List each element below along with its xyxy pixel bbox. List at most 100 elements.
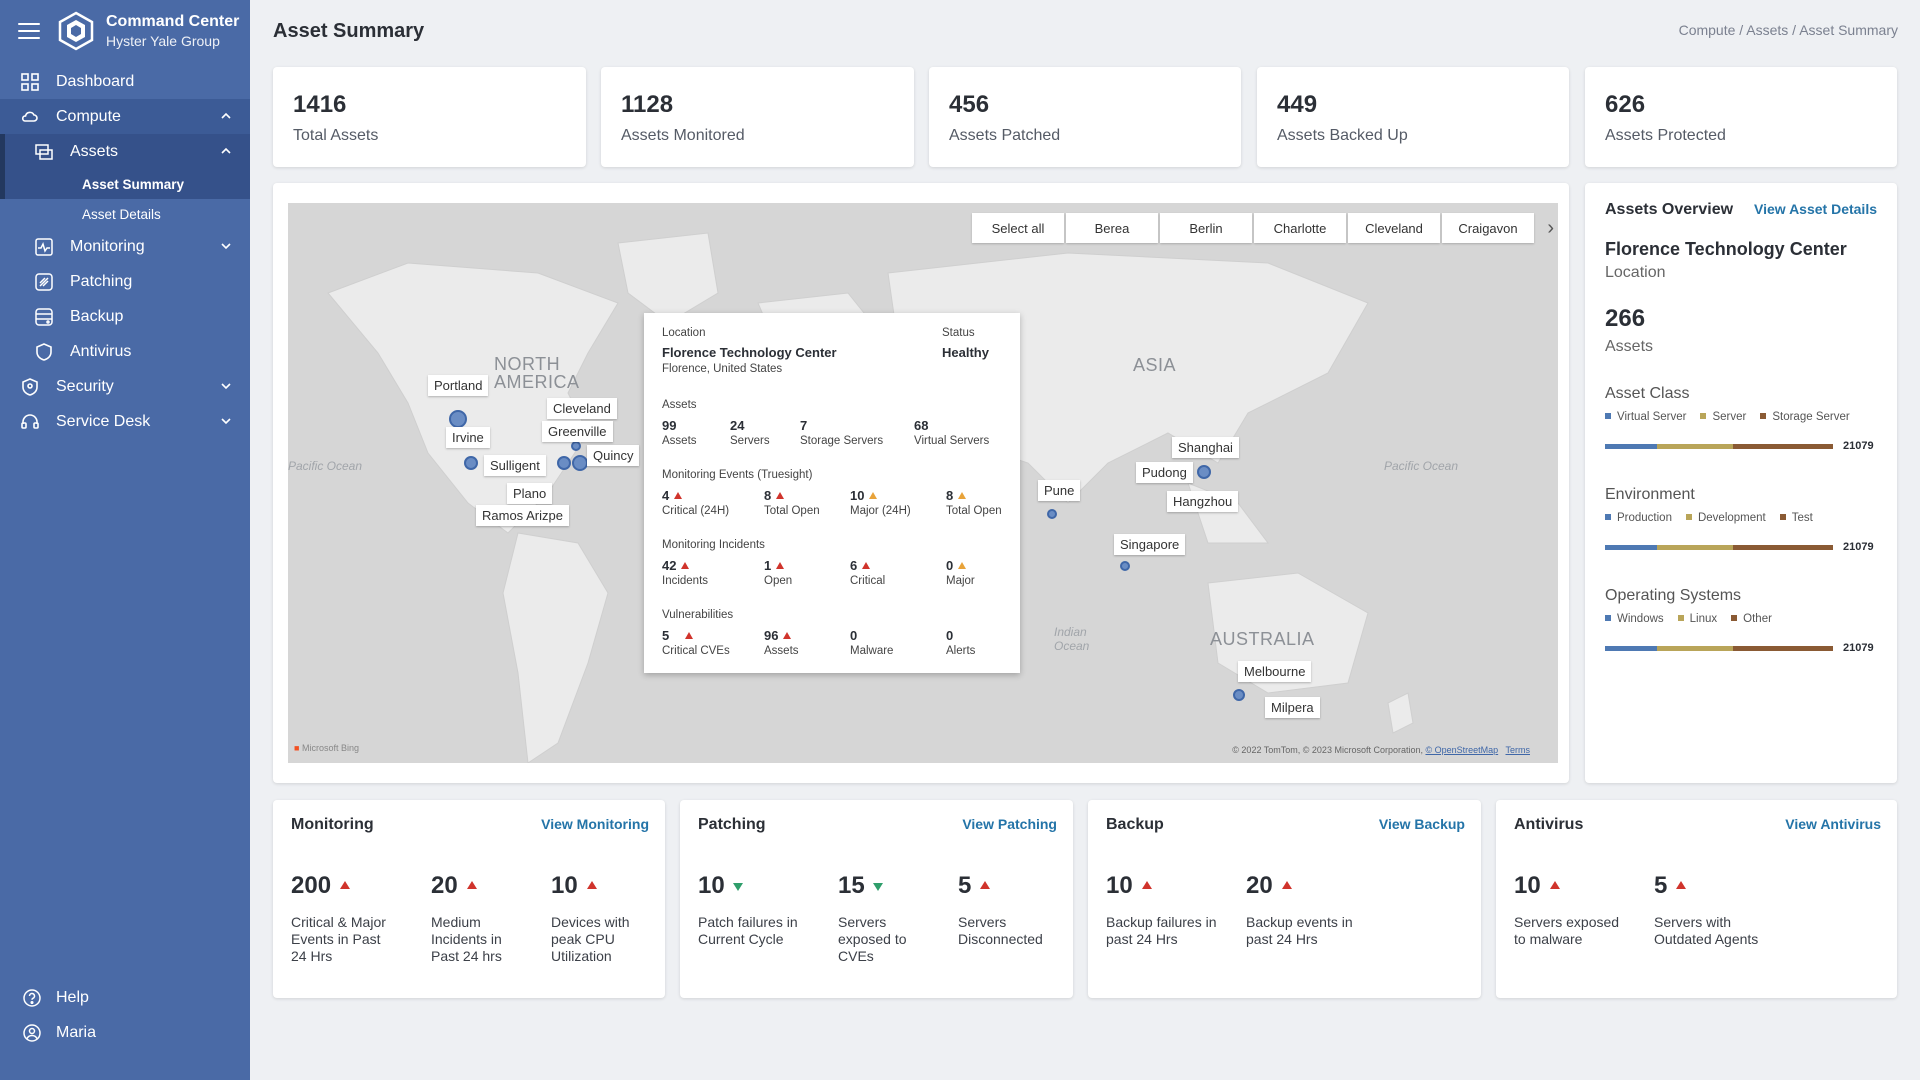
legend-item: Server	[1712, 411, 1747, 423]
asset-class-total: 21079	[1843, 440, 1874, 452]
pin-label-pudong[interactable]: Pudong	[1136, 462, 1193, 483]
map-pin[interactable]	[1233, 689, 1245, 701]
nav-service-desk-label: Service Desk	[56, 412, 151, 430]
world-map[interactable]: NORTH AMERICA ASIA AUSTRALIA Pacific Oce…	[288, 203, 1558, 763]
metric-value: 20	[431, 872, 458, 899]
map-pin[interactable]	[1197, 465, 1211, 479]
nav-user[interactable]: Maria	[0, 1015, 250, 1050]
popup-value: 96	[764, 628, 779, 643]
osm-link[interactable]: © OpenStreetMap	[1425, 745, 1499, 755]
view-asset-details-link[interactable]: View Asset Details	[1754, 201, 1877, 217]
chevron-up-icon	[221, 147, 231, 154]
stat-label: Total Assets	[293, 127, 379, 144]
stat-card-assets-monitored: 1128 Assets Monitored	[601, 67, 914, 167]
metric-desc: Servers Disconnected	[958, 914, 1043, 947]
map-pin[interactable]	[449, 410, 467, 428]
popup-caption: Assets	[662, 435, 697, 447]
pin-label-plano[interactable]: Plano	[507, 483, 553, 504]
metric-desc: Medium Incidents in Past 24 hrs	[431, 914, 502, 964]
pin-label-cleveland[interactable]: Cleveland	[547, 398, 617, 419]
nav-asset-summary[interactable]: Asset Summary	[0, 169, 250, 199]
chevron-down-icon	[221, 243, 231, 250]
chevron-right-icon[interactable]: ›	[1547, 217, 1554, 239]
map-pin[interactable]	[571, 441, 581, 451]
backup-panel: Backup View Backup 10 Backup failures in …	[1088, 800, 1481, 998]
filter-charlotte[interactable]: Charlotte	[1254, 213, 1346, 243]
pin-label-melbourne[interactable]: Melbourne	[1238, 661, 1312, 682]
popup-vuln-label: Vulnerabilities	[662, 609, 734, 621]
nav-service-desk[interactable]: Service Desk	[0, 404, 250, 439]
pin-label-pune[interactable]: Pune	[1038, 480, 1081, 501]
nav-asset-details[interactable]: Asset Details	[0, 199, 250, 229]
nav-assets[interactable]: Assets	[0, 134, 250, 169]
location-filter-bar: Select all Berea Berlin Charlotte Clevel…	[970, 213, 1534, 243]
pin-label-irvine[interactable]: Irvine	[446, 427, 490, 448]
filter-berea[interactable]: Berea	[1066, 213, 1158, 243]
pin-label-ramos-arizpe[interactable]: Ramos Arizpe	[476, 505, 569, 526]
filter-craigavon[interactable]: Craigavon	[1442, 213, 1534, 243]
trend-up-icon	[776, 492, 785, 499]
overview-count: 266	[1605, 305, 1646, 332]
panel-title: Backup	[1106, 816, 1164, 833]
filter-cleveland[interactable]: Cleveland	[1348, 213, 1440, 243]
pin-label-quincy[interactable]: Quincy	[587, 445, 640, 466]
servers-icon	[34, 142, 54, 162]
nav-security-label: Security	[56, 377, 114, 395]
nav-help[interactable]: Help	[0, 980, 250, 1015]
pin-label-greenville[interactable]: Greenville	[542, 421, 613, 442]
filter-berlin[interactable]: Berlin	[1160, 213, 1252, 243]
popup-value: 8	[946, 488, 954, 503]
nav-patching[interactable]: Patching	[0, 264, 250, 299]
popup-caption: Servers	[730, 435, 770, 447]
popup-value: 8	[764, 488, 772, 503]
asset-class-title: Asset Class	[1605, 385, 1690, 402]
map-pin[interactable]	[1047, 509, 1057, 519]
hamburger-menu-icon[interactable]	[18, 23, 40, 39]
map-credit-text: © 2022 TomTom, © 2023 Microsoft Corporat…	[1232, 745, 1426, 755]
app-title: Command Center	[106, 13, 240, 30]
popup-caption: Incidents	[662, 575, 709, 587]
popup-caption: Critical	[850, 575, 886, 587]
map-pin[interactable]	[1120, 561, 1130, 571]
popup-caption: Major (24H)	[850, 505, 911, 517]
nav-dashboard[interactable]: Dashboard	[0, 64, 250, 99]
bing-text: Microsoft Bing	[301, 743, 359, 753]
trend-up-icon	[681, 562, 690, 569]
legend-item: Test	[1791, 512, 1813, 524]
legend-item: Storage Server	[1772, 411, 1850, 423]
nav-compute[interactable]: Compute	[0, 99, 250, 134]
pin-label-milpera[interactable]: Milpera	[1265, 697, 1320, 718]
brand: Command Center Hyster Yale Group	[0, 0, 250, 62]
view-backup-link[interactable]: View Backup	[1378, 816, 1465, 832]
nav-help-label: Help	[56, 988, 89, 1006]
pin-label-hangzhou[interactable]: Hangzhou	[1167, 491, 1239, 512]
pin-label-sulligent[interactable]: Sulligent	[484, 455, 546, 476]
trend-up-icon	[980, 881, 991, 889]
map-pin[interactable]	[557, 456, 571, 470]
sidebar: Command Center Hyster Yale Group Dashboa…	[0, 0, 250, 1080]
nav-backup[interactable]: Backup	[0, 299, 250, 334]
nav-monitoring[interactable]: Monitoring	[0, 229, 250, 264]
map-pin[interactable]	[572, 455, 588, 471]
stat-card-total-assets: 1416 Total Assets	[273, 67, 586, 167]
metric-value: 20	[1246, 872, 1273, 899]
pin-label-shanghai[interactable]: Shanghai	[1172, 437, 1239, 458]
breadcrumb[interactable]: Compute / Assets / Asset Summary	[1678, 22, 1898, 38]
map-card: NORTH AMERICA ASIA AUSTRALIA Pacific Oce…	[273, 183, 1569, 783]
pin-label-portland[interactable]: Portland	[428, 375, 489, 396]
popup-value: 1	[764, 558, 772, 573]
pin-label-singapore[interactable]: Singapore	[1114, 534, 1186, 555]
nav-antivirus[interactable]: Antivirus	[0, 334, 250, 369]
terms-link[interactable]: Terms	[1505, 745, 1531, 755]
headset-icon	[20, 412, 40, 432]
view-antivirus-link[interactable]: View Antivirus	[1785, 816, 1881, 832]
view-patching-link[interactable]: View Patching	[962, 816, 1057, 832]
filter-select-all[interactable]: Select all	[972, 213, 1064, 243]
map-pin[interactable]	[464, 456, 478, 470]
nav-security[interactable]: Security	[0, 369, 250, 404]
view-monitoring-link[interactable]: View Monitoring	[541, 816, 649, 832]
ocean-label: Pacific Ocean	[288, 459, 363, 473]
popup-caption: Assets	[764, 645, 799, 657]
metric-value: 10	[698, 872, 725, 899]
stat-card-assets-protected: 626 Assets Protected	[1585, 67, 1897, 167]
